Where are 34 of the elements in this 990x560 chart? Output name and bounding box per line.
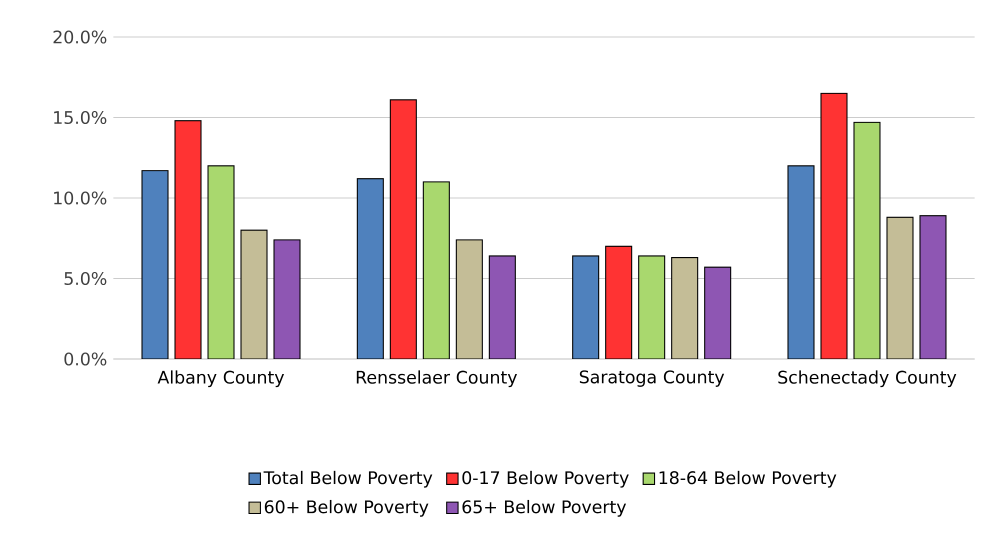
bar [141, 170, 169, 359]
y-tick-label: 15.0% [54, 110, 106, 124]
bar [704, 266, 732, 359]
legend-label: Total Below Poverty [264, 470, 432, 488]
bar [207, 165, 235, 359]
bar [488, 255, 516, 359]
bar [787, 165, 815, 359]
bar [638, 255, 666, 359]
y-tick-label: 0.0% [64, 352, 106, 366]
bar [456, 239, 483, 359]
legend-label: 65+ Below Poverty [462, 500, 626, 517]
bar [671, 257, 698, 359]
bar [174, 120, 202, 359]
x-tick-label: Rensselaer County [356, 370, 518, 388]
bar [273, 239, 301, 359]
bar [572, 255, 600, 359]
bar [422, 181, 450, 359]
y-tick-label: 20.0% [54, 30, 106, 44]
legend-label: 0-17 Below Poverty [462, 470, 629, 488]
legend-label: 60+ Below Poverty [264, 500, 428, 517]
bar [820, 92, 848, 359]
x-tick-label: Schenectady County [778, 370, 956, 388]
y-tick-label: 10.0% [54, 191, 106, 205]
bar [886, 216, 914, 359]
bar [356, 178, 384, 359]
bar [605, 246, 632, 359]
bar [853, 122, 881, 359]
x-tick-label: Albany County [158, 370, 284, 388]
bar [240, 230, 268, 359]
bar [919, 215, 947, 359]
x-tick-label: Saratoga County [580, 370, 724, 387]
bar [390, 99, 417, 359]
y-tick-label: 5.0% [64, 272, 106, 286]
legend-label: 18-64 Below Poverty [660, 470, 836, 488]
